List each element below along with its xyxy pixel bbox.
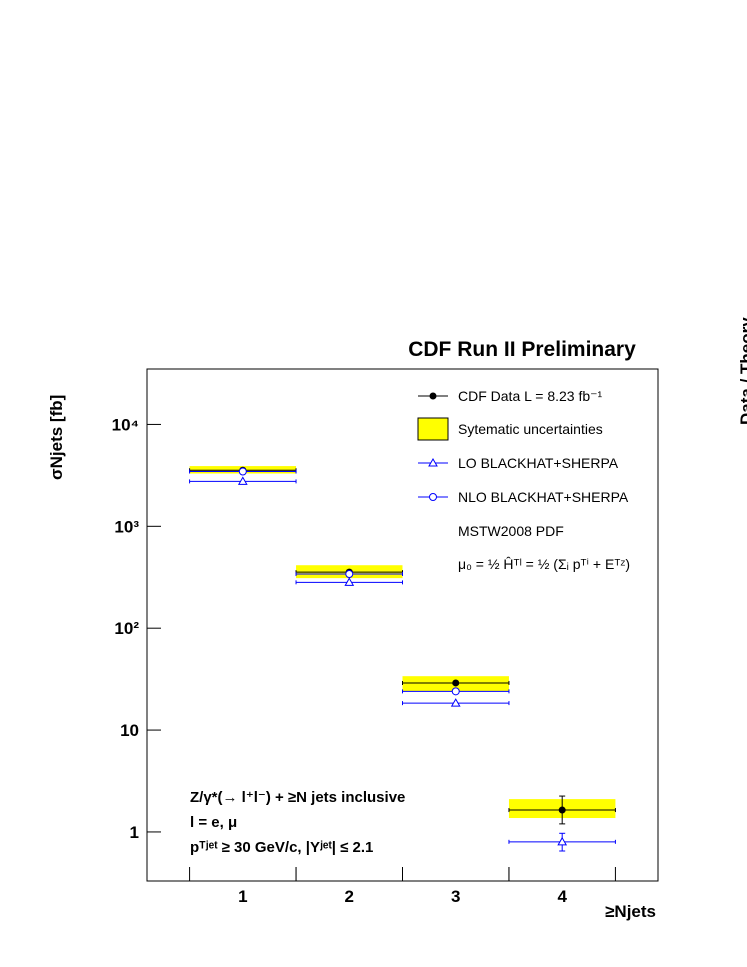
y-tick-label: 1 [130,823,139,842]
x-tick-label: 3 [451,887,460,906]
legend-label: CDF Data L = 8.23 fb⁻¹ [458,388,603,404]
annotation: Z/γ*(→ l⁺l⁻) + ≥N jets inclusive [190,789,405,806]
data-point [558,806,566,814]
x-axis-label: ≥Njets [605,902,656,921]
data-point [237,476,248,485]
y-tick-label: 10² [114,619,139,638]
data-point [238,467,247,476]
annotation: l = e, μ [190,814,237,831]
y-tick-label: 10 [120,721,139,740]
data-point [451,687,460,696]
x-tick-label: 1 [238,887,247,906]
y-tick-label: 10⁴ [112,415,139,434]
right-panel-label: Data / Theory [737,317,747,425]
y-axis-label: σNjets [fb] [47,395,66,480]
data-point [429,493,437,501]
data-point [429,392,437,400]
annotation: pᵀʲᵉᵗ ≥ 30 GeV/c, |Yʲᵉᵗ| ≤ 2.1 [190,839,373,856]
data-point [452,679,460,687]
chart-title: CDF Run II Preliminary [408,338,636,361]
data-point [450,698,461,707]
legend-swatch [417,417,449,441]
data-point [428,457,438,467]
legend-note: μ₀ = ½ Ĥᵀˡ = ½ (Σᵢ pᵀⁱ + Eᵀᶻ) [458,556,630,572]
x-tick-label: 2 [345,887,354,906]
legend-label: LO BLACKHAT+SHERPA [458,455,619,471]
y-tick-label: 10³ [114,517,139,536]
data-point [345,570,354,579]
legend-label: Sytematic uncertainties [458,421,603,437]
legend-note: MSTW2008 PDF [458,523,564,539]
data-point [557,836,568,846]
x-tick-label: 4 [557,887,567,906]
data-point [344,577,355,586]
legend-label: NLO BLACKHAT+SHERPA [458,489,629,505]
